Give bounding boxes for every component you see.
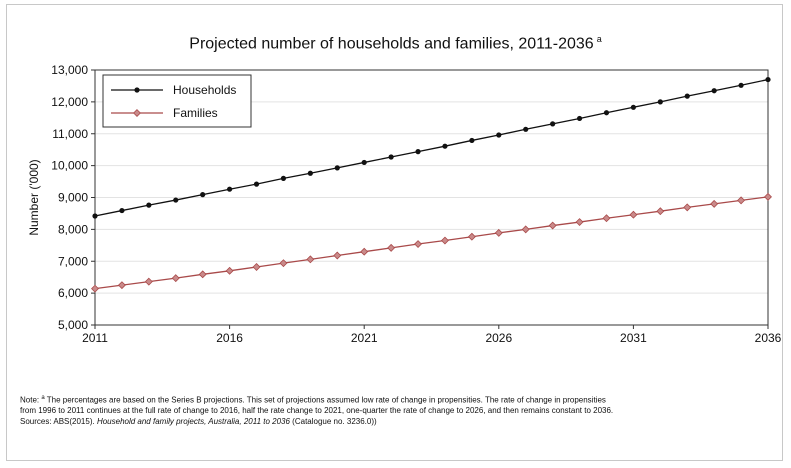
point-households-2014 <box>173 197 179 203</box>
point-families-2017 <box>252 263 261 271</box>
y-tick-label-0: 5,000 <box>58 318 88 332</box>
x-tick-label-5: 2036 <box>755 331 782 345</box>
y-tick-label-5: 10,000 <box>51 159 88 173</box>
line-chart: 5,000 6,000 7,000 8,000 9,000 10,000 11,000 12,… <box>27 63 782 345</box>
point-families-2028 <box>548 221 557 230</box>
x-tick-label-3: 2026 <box>485 331 512 345</box>
point-families-2019 <box>306 255 315 264</box>
y-tick-label-3: 8,000 <box>58 222 88 236</box>
footnote-superscript: a <box>41 395 45 401</box>
footnote-line-1: Note: a The percentages are based on the… <box>20 393 780 406</box>
footnote-prefix: Note: <box>20 395 42 405</box>
point-households-2026 <box>496 132 502 138</box>
point-households-2034 <box>711 88 717 94</box>
point-families-2026 <box>494 228 503 237</box>
point-households-2020 <box>334 165 340 171</box>
point-households-2031 <box>630 104 637 110</box>
legend-marker-families <box>133 109 141 117</box>
series-line-families <box>94 196 769 290</box>
point-households-2033 <box>684 93 690 99</box>
point-households-2027 <box>523 126 529 132</box>
point-families-2034 <box>710 199 719 208</box>
point-households-2013 <box>146 202 152 208</box>
point-households-2011 <box>92 213 98 219</box>
point-households-2023 <box>415 149 421 155</box>
point-households-2022 <box>388 154 394 160</box>
point-families-2023 <box>414 240 423 249</box>
point-families-2015 <box>198 270 207 279</box>
legend-label-households: Households <box>173 83 236 97</box>
point-families-2014 <box>171 274 180 283</box>
point-families-2036 <box>764 192 772 201</box>
point-families-2030 <box>602 214 611 223</box>
y-tick-label-6: 11,000 <box>52 127 88 141</box>
point-households-2016 <box>227 186 233 192</box>
chart-title-superscript: a <box>596 34 602 44</box>
point-households-2017 <box>253 181 260 187</box>
point-families-2033 <box>683 203 692 212</box>
y-tick-label-7: 12,000 <box>51 95 88 109</box>
y-tick-label-8: 13,000 <box>51 63 88 77</box>
point-families-2032 <box>656 207 665 216</box>
point-households-2012 <box>119 207 125 214</box>
point-families-2021 <box>360 247 369 256</box>
point-families-2013 <box>144 277 153 286</box>
footnote-line-1-text: The percentages are based on the Series … <box>44 395 606 405</box>
sources-prefix: Sources: ABS(2015). <box>20 416 97 426</box>
x-tick-label-4: 2031 <box>620 331 647 345</box>
footnote-line-2: from 1996 to 2011 continues at the full … <box>20 406 614 416</box>
point-households-2025 <box>469 137 475 144</box>
point-households-2035 <box>738 82 744 88</box>
legend-label-families: Families <box>173 106 218 120</box>
point-households-2029 <box>576 115 583 122</box>
point-families-2016 <box>225 266 234 275</box>
point-households-2019 <box>307 170 313 176</box>
point-households-2015 <box>200 192 206 198</box>
sources-suffix: (Catalogue no. 3236.0)) <box>289 416 377 426</box>
point-households-2030 <box>603 110 610 116</box>
point-families-2035 <box>737 196 746 205</box>
point-households-2036 <box>765 76 771 83</box>
point-families-2029 <box>575 218 584 227</box>
point-households-2028 <box>550 121 556 127</box>
point-families-2012 <box>117 281 126 290</box>
chart-title-text: Projected number of households and famil… <box>189 35 594 53</box>
x-tick-label-1: 2016 <box>216 331 243 345</box>
series-line-households <box>94 78 769 217</box>
x-tick-label-2: 2021 <box>351 331 378 345</box>
legend-marker-households <box>134 87 140 93</box>
footnote-sources: Sources: ABS(2015). Household and family… <box>20 417 780 428</box>
point-families-2027 <box>521 225 530 234</box>
point-households-2024 <box>442 143 448 149</box>
point-families-2018 <box>279 259 288 268</box>
point-families-2031 <box>629 210 638 219</box>
point-families-2011 <box>91 284 99 293</box>
y-tick-label-4: 9,000 <box>58 191 88 205</box>
point-families-2022 <box>387 243 396 252</box>
y-tick-label-1: 6,000 <box>58 286 88 300</box>
y-axis-label: Number ('000) <box>27 159 41 235</box>
legend-box <box>102 74 252 128</box>
y-tick-label-2: 7,000 <box>58 254 88 268</box>
point-households-2021 <box>361 159 367 166</box>
point-households-2032 <box>657 99 663 105</box>
footnote: Note: a The percentages are based on the… <box>20 393 780 427</box>
x-tick-label-0: 2011 <box>82 331 108 345</box>
point-families-2024 <box>440 236 449 245</box>
sources-title: Household and family projects, Australia… <box>96 416 290 426</box>
point-families-2020 <box>333 251 342 260</box>
point-households-2018 <box>280 175 287 181</box>
point-families-2025 <box>467 232 476 241</box>
chart-title: Projected number of households and famil… <box>0 34 791 53</box>
